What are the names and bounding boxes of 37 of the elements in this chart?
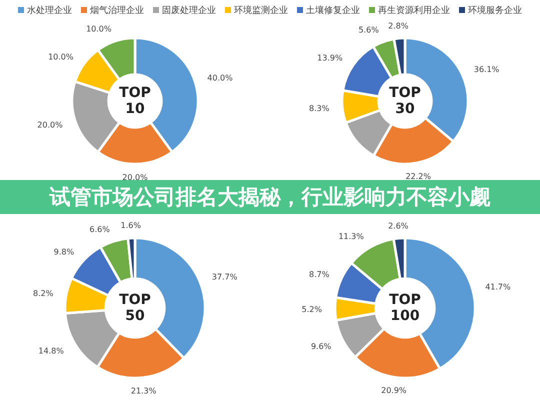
- data-label: 1.6%: [120, 221, 142, 230]
- data-label: 8.3%: [308, 104, 330, 113]
- text: TOP 100: [388, 292, 422, 324]
- data-label: 20.0%: [122, 173, 148, 182]
- data-label: 8.2%: [33, 288, 54, 298]
- legend-label: 烟气治理企业: [89, 4, 144, 16]
- text: TOP 30: [388, 85, 422, 117]
- data-label: 14.8%: [38, 346, 64, 356]
- text: 试管市场公司排名大揭秘，行业影响力不容小觑: [48, 184, 492, 210]
- data-label: 6.6%: [90, 224, 110, 234]
- data-label: 10.0%: [86, 24, 112, 34]
- data-label: 10.0%: [48, 52, 74, 62]
- data-label: 5.6%: [358, 26, 380, 35]
- data-label: 41.7%: [485, 282, 512, 292]
- data-label: 11.3%: [338, 232, 364, 241]
- legend-label: 水处理企业: [26, 4, 72, 16]
- legend-label: 再生资源利用企业: [377, 4, 450, 16]
- text: TOP 50: [118, 292, 152, 324]
- data-label: 20.0%: [37, 120, 64, 130]
- legend-label: 环境监测企业: [233, 4, 288, 16]
- data-label: 13.9%: [317, 54, 343, 63]
- data-label: 37.7%: [212, 272, 238, 282]
- data-label: 5.2%: [302, 305, 322, 314]
- data-label: 22.2%: [406, 172, 432, 181]
- legend-label: 土壤修复企业: [305, 4, 360, 16]
- data-label: 2.8%: [388, 21, 409, 30]
- data-label: 40.0%: [207, 74, 234, 83]
- data-label: 9.6%: [310, 342, 332, 352]
- data-label: 20.9%: [381, 386, 407, 396]
- data-label: 36.1%: [474, 64, 500, 74]
- legend-label: 环境服务企业: [467, 4, 522, 16]
- text: TOP 10: [118, 85, 152, 117]
- legend-label: 固废处理企业: [161, 4, 216, 16]
- data-label: 9.8%: [54, 248, 75, 257]
- data-label: 8.7%: [309, 270, 330, 279]
- data-label: 2.6%: [388, 221, 409, 230]
- data-label: 21.3%: [130, 386, 157, 396]
